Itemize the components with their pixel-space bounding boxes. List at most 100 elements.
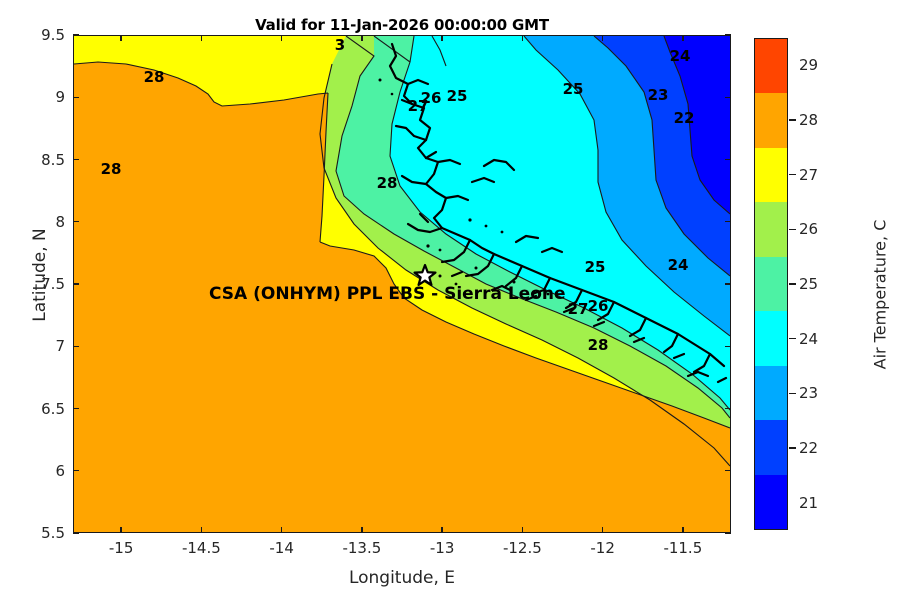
x-tick-mark (361, 527, 363, 533)
colorbar-tick-mark (789, 283, 796, 285)
coastline-and-rivers (388, 42, 728, 384)
y-tick-label: 7 (55, 337, 65, 356)
colorbar-band (755, 365, 787, 421)
colorbar-band (755, 256, 787, 312)
x-tick-mark-top (521, 35, 524, 41)
x-tick-mark-top (120, 35, 122, 41)
colorbar-tick-label: 26 (799, 220, 819, 239)
x-tick-label: -14 (269, 539, 294, 557)
x-tick-mark-top (280, 35, 283, 41)
contour-label: 26 (420, 89, 442, 107)
y-tick-mark-right (725, 407, 731, 410)
y-tick-mark (73, 470, 79, 472)
y-tick-mark-right (725, 221, 731, 223)
y-tick-mark (73, 407, 79, 410)
y-tick-label: 6 (55, 461, 65, 480)
x-tick-label: -13.5 (342, 539, 382, 557)
x-tick-label: -15 (108, 539, 134, 557)
x-tick-mark (120, 527, 122, 533)
x-axis-label: Longitude, E (348, 568, 456, 588)
contour-label: 24 (667, 256, 689, 274)
colorbar-tick-label: 24 (799, 329, 819, 348)
colorbar-band (755, 93, 787, 148)
y-tick-label: 8.5 (41, 150, 65, 169)
contour-label: 25 (446, 87, 468, 105)
colorbar-tick-label: 22 (799, 439, 819, 457)
y-tick-mark-right (725, 470, 731, 472)
x-tick-mark (441, 527, 443, 533)
band-26-27 (320, 36, 730, 466)
contour-label: 22 (673, 109, 695, 127)
colorbar-tick-mark (789, 119, 796, 121)
x-tick-mark (200, 527, 203, 533)
band-21-22 (664, 36, 730, 214)
x-tick-label: -13 (429, 539, 455, 557)
x-tick-label: -12 (590, 539, 615, 557)
y-tick-mark (73, 283, 79, 285)
contour-label: 23 (647, 86, 669, 104)
y-tick-mark-right (725, 158, 731, 161)
contour-label: 28 (143, 68, 165, 86)
contour-label: 28 (100, 160, 122, 178)
x-tick-mark-top (200, 35, 203, 41)
x-tick-label: -11.5 (663, 539, 703, 557)
y-tick-mark-right (725, 283, 731, 285)
colorbar-tick-mark (789, 392, 796, 395)
colorbar-tick-mark (789, 228, 796, 231)
chart-title: Valid for 11-Jan-2026 00:00:00 GMT (255, 16, 549, 34)
colorbar-band (755, 420, 787, 475)
x-tick-label: -14.5 (181, 539, 221, 557)
y-tick-mark (73, 532, 79, 534)
x-tick-mark-top (361, 35, 363, 41)
contour-label: 24 (669, 47, 691, 65)
x-tick-mark (682, 527, 684, 533)
colorbar-tick-mark (789, 447, 796, 449)
y-tick-mark (73, 34, 79, 36)
colorbar-tick-label: 23 (799, 384, 819, 403)
x-tick-mark (521, 527, 524, 533)
colorbar-tick-label: 21 (799, 493, 819, 512)
contour-label: 28 (587, 336, 609, 354)
contour-label: 3 (334, 36, 346, 54)
contour-label: 25 (584, 258, 606, 276)
coastal-detail (378, 78, 550, 296)
plot-area: 28 28 28 28 27 27 26 26 25 25 25 24 24 23 22 3 CSA (ONH… (73, 35, 731, 533)
colorbar-band (755, 39, 787, 94)
colorbar-band (755, 474, 787, 529)
y-tick-mark-right (725, 345, 731, 347)
contour-label: 28 (376, 174, 398, 192)
contour-label: 26 (587, 297, 609, 315)
y-tick-label: 8 (55, 212, 65, 231)
x-tick-mark-top (601, 35, 604, 41)
colorbar-tick-label: 29 (799, 56, 819, 75)
colorbar (754, 38, 788, 530)
y-tick-label: 7.5 (41, 275, 65, 293)
x-tick-mark (601, 527, 604, 533)
y-axis-label: Latitude, N (30, 228, 50, 322)
y-tick-label: 9 (55, 88, 65, 107)
colorbar-title: Air Temperature, C (870, 219, 890, 370)
contour-label: 27 (567, 300, 589, 318)
x-tick-label: -12.5 (502, 539, 542, 557)
x-tick-mark-top (441, 35, 443, 41)
y-tick-mark (73, 158, 79, 161)
y-tick-mark (73, 221, 79, 223)
contour-lines (74, 36, 730, 467)
colorbar-band (755, 202, 787, 257)
colorbar-band (755, 311, 787, 366)
band-28-29 (74, 62, 730, 532)
y-tick-mark (73, 345, 79, 347)
y-tick-mark (73, 96, 79, 98)
x-tick-mark-top (682, 35, 684, 41)
colorbar-band (755, 147, 787, 203)
y-tick-label: 9.5 (41, 26, 65, 44)
x-tick-mark (280, 527, 283, 533)
site-label: CSA (ONHYM) PPL EBS - Sierra Leone (209, 284, 566, 304)
y-tick-mark-right (725, 96, 731, 98)
colorbar-tick-label: 27 (799, 165, 819, 184)
contour-label: 25 (562, 80, 584, 98)
y-tick-label: 5.5 (41, 524, 65, 542)
contour-field (74, 36, 730, 532)
y-tick-mark-right (725, 532, 731, 534)
